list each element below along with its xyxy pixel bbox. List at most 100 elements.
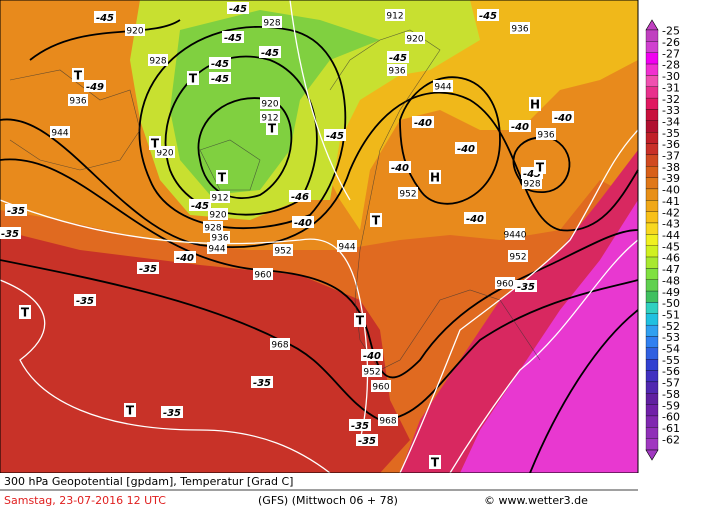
label-box (552, 111, 574, 123)
temperature-label: -35 (517, 282, 535, 293)
temperature-label: -40 (391, 163, 409, 174)
geopotential-label: 920 (209, 211, 226, 221)
colorbar-cell (645, 154, 659, 167)
label-box (324, 129, 346, 141)
colorbar-label: -56 (662, 365, 680, 378)
colorbar-cell (645, 268, 659, 280)
colorbar-label: -39 (662, 172, 680, 185)
colorbar-cell (645, 347, 659, 360)
geopotential-label: 952 (363, 368, 380, 378)
label-box (208, 208, 228, 220)
colorbar-label: -62 (662, 433, 680, 446)
marker-box (429, 170, 441, 184)
label-box (174, 251, 196, 263)
colorbar-cell (645, 415, 659, 428)
label-box (251, 376, 273, 388)
geopotential-label: 960 (496, 280, 513, 290)
colorbar-cell (645, 86, 659, 99)
pressure-marker: T (218, 171, 227, 185)
colorbar-cell (645, 279, 659, 292)
pressure-marker: T (372, 214, 381, 228)
pressure-marker: T (536, 161, 545, 175)
colorbar-label: -42 (662, 206, 680, 219)
marker-box (429, 455, 441, 469)
geopotential-label: 952 (399, 190, 416, 200)
colorbar-label: -57 (662, 377, 680, 390)
colorbar-label: -61 (662, 422, 680, 435)
colorbar-label: -33 (662, 104, 680, 117)
label-box (433, 80, 453, 92)
colorbar-cell (645, 427, 659, 439)
geopotential-label: 920 (156, 149, 173, 159)
label-box (137, 262, 159, 274)
label-box (378, 414, 398, 426)
geopotential-label: 944 (51, 129, 68, 139)
temperature-label: -40 (554, 113, 572, 124)
temperature-label: -45 (211, 74, 229, 85)
label-box (337, 240, 357, 252)
label-box (349, 419, 371, 431)
geopotential-label: 952 (509, 253, 526, 263)
colorbar-label: -58 (662, 388, 680, 401)
marker-box (370, 213, 382, 227)
colorbar-cell (645, 370, 659, 383)
colorbar-label: -48 (662, 274, 680, 287)
colorbar-cell (645, 336, 659, 348)
pressure-marker: T (74, 69, 83, 83)
colorbar-label: -47 (662, 263, 680, 276)
label-box (222, 31, 244, 43)
colorbar-cell (645, 404, 659, 417)
colorbar-cell (645, 29, 659, 42)
marker-box (354, 313, 366, 327)
temperature-label: -35 (351, 421, 369, 432)
geopotential-label: 928 (204, 224, 221, 234)
temperature-label: -45 (261, 48, 279, 59)
temperature-label: -45 (479, 11, 497, 22)
temperature-label: -40 (363, 351, 381, 362)
field-red (0, 230, 410, 473)
geopotential-label: 936 (69, 97, 86, 107)
colorbar-cell (645, 245, 659, 258)
colorbar-label: -53 (662, 331, 680, 344)
geopotential-label: 936 (388, 67, 405, 77)
pressure-marker: T (151, 137, 160, 151)
geopotential-label: 960 (372, 383, 389, 393)
colorbar-cell (645, 41, 659, 53)
temperature-label: -40 (511, 122, 529, 133)
colorbar-label: -54 (662, 343, 680, 356)
label-box (253, 268, 273, 280)
temperature-label: -45 (191, 201, 209, 212)
temperature-label: -46 (291, 192, 309, 203)
marker-box (19, 305, 31, 319)
geopotential-label: 928 (523, 180, 540, 190)
temperature-contours (0, 0, 639, 474)
colorbar-cell (645, 290, 659, 303)
label-box (398, 187, 418, 199)
pressure-marker: T (356, 314, 365, 328)
colorbar-label: -55 (662, 354, 680, 367)
colorbar-label: -41 (662, 195, 680, 208)
colorbar-label: -46 (662, 252, 680, 265)
label-box (412, 116, 434, 128)
geopotential-label: 928 (263, 19, 280, 29)
footer-title: 300 hPa Geopotential [gpdam], Temperatur… (4, 475, 293, 488)
footer-date: Samstag, 23-07-2016 12 UTC (4, 494, 166, 507)
colorbar-cell (645, 234, 659, 246)
temperature-label: -35 (76, 296, 94, 307)
temperature-label: -45 (211, 59, 229, 70)
colorbar-cell (645, 143, 659, 156)
colorbar-label: -43 (662, 218, 680, 231)
geopotential-label: 920 (406, 35, 423, 45)
label-box (161, 406, 183, 418)
label-box (148, 54, 168, 66)
temperature-label: -40 (457, 144, 475, 155)
label-box (495, 277, 515, 289)
label-box (387, 64, 407, 76)
label-box (84, 80, 106, 92)
marker-box (187, 71, 199, 85)
marker-box (529, 97, 541, 111)
marker-box (149, 136, 161, 150)
geopotential-label: 928 (149, 57, 166, 67)
